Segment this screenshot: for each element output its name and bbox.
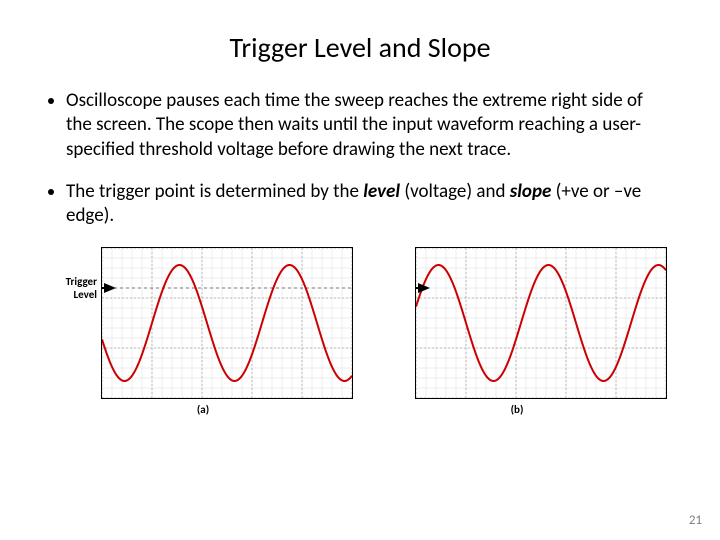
page-number: 21	[689, 513, 702, 528]
slide: Trigger Level and Slope Oscilloscope pau…	[0, 0, 720, 540]
panel-b-wrap: (b)	[367, 247, 667, 416]
trigger-level-label: Trigger Level	[53, 276, 97, 300]
bullet-1: Oscilloscope pauses each time the sweep …	[66, 89, 680, 162]
scope-panel-a	[101, 247, 353, 399]
bullet-2: The trigger point is determined by the l…	[66, 180, 680, 229]
figure-row: Trigger Level (a) (b)	[40, 247, 680, 416]
waveform-b	[416, 248, 666, 398]
caption-a: (a)	[197, 403, 209, 416]
panel-a-wrap: Trigger Level (a)	[53, 247, 353, 416]
scope-panel-b	[415, 247, 667, 399]
bullet-2-pre: The trigger point is determined by the	[66, 180, 363, 203]
page-title: Trigger Level and Slope	[40, 30, 680, 65]
bullet-2-slope: slope	[510, 180, 552, 203]
waveform-a	[102, 248, 352, 398]
bullet-2-mid: (voltage) and	[400, 180, 510, 203]
bullet-list: Oscilloscope pauses each time the sweep …	[66, 89, 680, 229]
bullet-2-level: level	[363, 180, 400, 203]
caption-b: (b)	[511, 403, 524, 416]
